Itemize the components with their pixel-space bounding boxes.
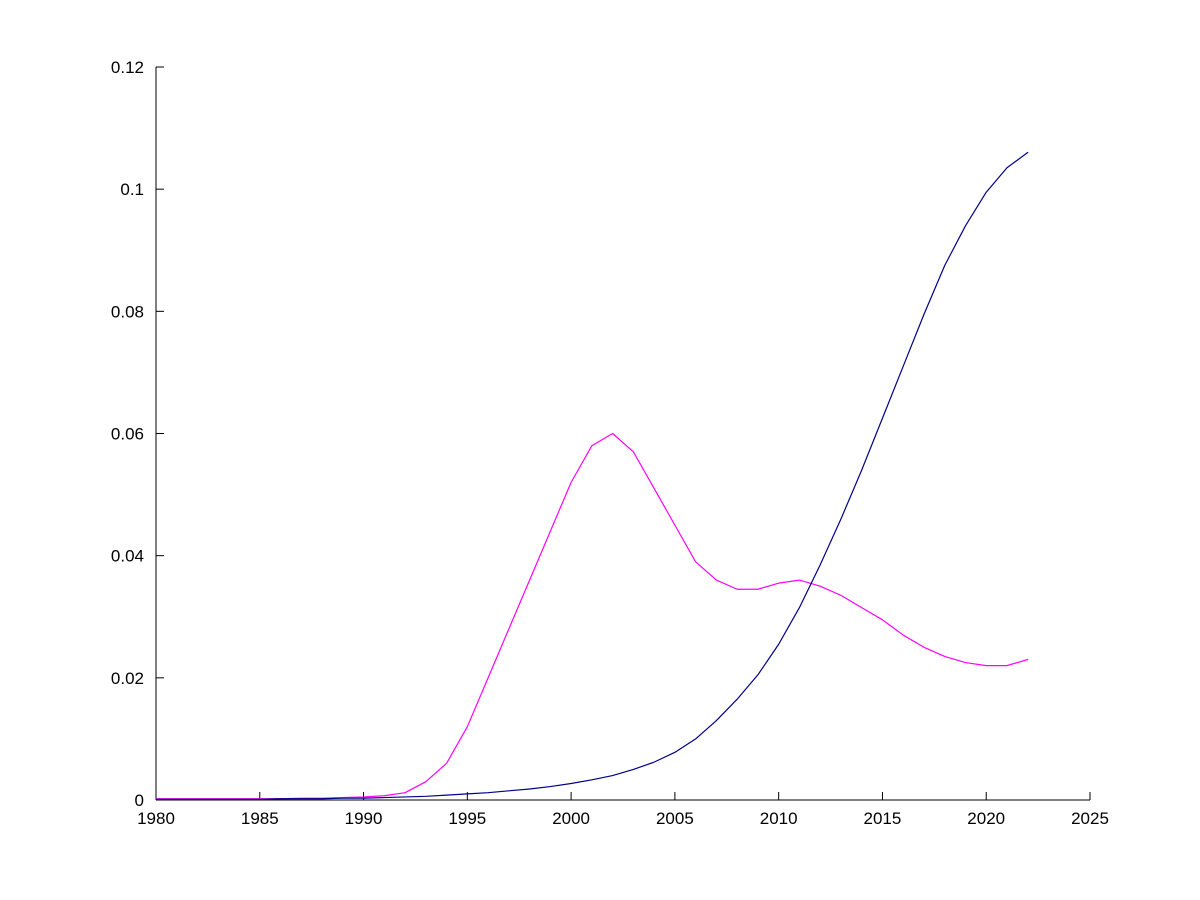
- x-tick-label: 1985: [241, 809, 279, 828]
- y-tick-label: 0.12: [111, 58, 144, 77]
- series-dark-blue-line: [155, 151, 1029, 800]
- y-tick-label: 0.04: [111, 547, 144, 566]
- x-tick-label: 1995: [448, 809, 486, 828]
- x-tick-label: 2015: [864, 809, 902, 828]
- y-tick-label: 0.1: [120, 180, 144, 199]
- x-tick-label: 2025: [1071, 809, 1109, 828]
- y-tick-label: 0.02: [111, 669, 144, 688]
- y-tick-label: 0.08: [111, 302, 144, 321]
- y-tick-label: 0.06: [111, 425, 144, 444]
- x-tick-label: 1980: [137, 809, 175, 828]
- x-tick-label: 2005: [656, 809, 694, 828]
- x-tick-label: 2000: [552, 809, 590, 828]
- x-tick-label: 2010: [760, 809, 798, 828]
- series-magenta-line: [155, 432, 1029, 800]
- y-tick-label: 0: [135, 791, 144, 810]
- x-tick-label: 2020: [967, 809, 1005, 828]
- x-tick-label: 1990: [345, 809, 383, 828]
